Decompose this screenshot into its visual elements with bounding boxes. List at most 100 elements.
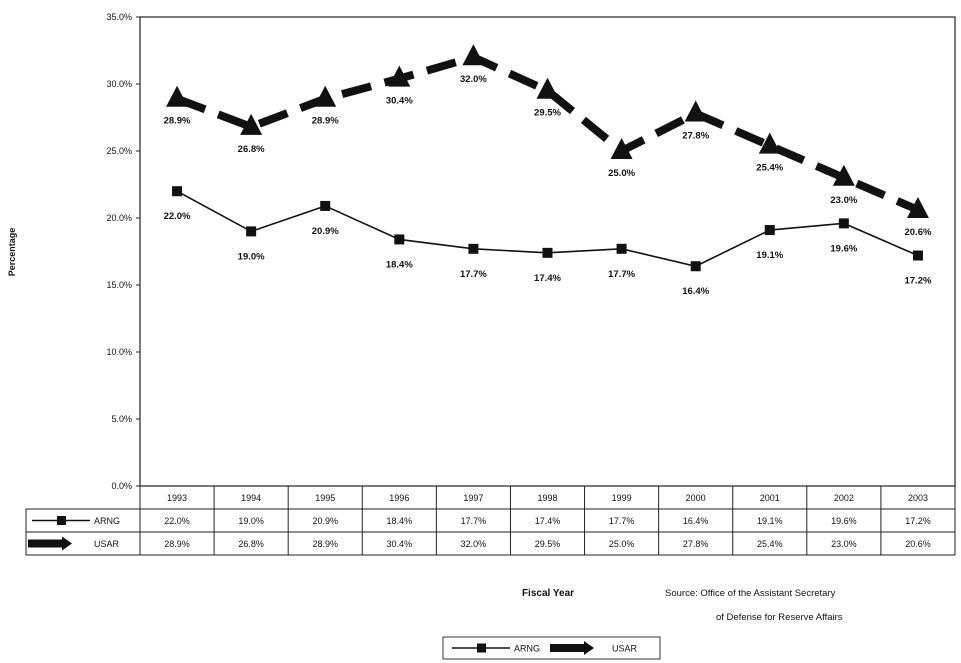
arng-data-label: 16.4% [682,286,709,297]
x-tick-label: 2003 [908,493,928,503]
usar-point [536,77,559,99]
arng-point [764,225,775,236]
table-cell-arng: 19.1% [757,516,783,526]
arng-data-label: 19.6% [830,243,857,254]
usar-data-label: 32.0% [460,74,487,85]
arng-data-label: 18.4% [386,259,413,270]
table-cell-arng: 17.7% [609,516,635,526]
x-tick-label: 2001 [760,493,780,503]
arng-data-label: 17.7% [460,269,487,280]
x-tick-label: 1995 [315,493,335,503]
usar-point [906,196,929,218]
y-tick-label: 20.0% [106,213,132,223]
usar-data-label: 27.8% [682,130,709,141]
legend-usar-marker [584,641,594,655]
y-tick-label: 10.0% [106,347,132,357]
x-tick-label: 1997 [463,493,483,503]
table-cell-arng: 17.2% [905,516,931,526]
usar-data-label: 26.8% [238,144,265,155]
y-tick-label: 15.0% [106,280,132,290]
usar-point [166,85,189,107]
usar-data-label: 28.9% [164,116,191,127]
table-key-usar-line [28,539,64,548]
arng-point [616,243,627,254]
usar-series: 28.9% 26.8% 28.9% 30.4% 32.0% 29.5% 25.0% 27.8%… [164,44,932,238]
x-tick-label: 1998 [537,493,557,503]
x-tick-label: 2000 [686,493,706,503]
table-cell-arng: 19.6% [831,516,857,526]
y-axis-ticks: 0.0% 5.0% 10.0% 15.0% 20.0% 25.0% 30.0% 35.0% [106,12,140,491]
arng-point [838,218,849,229]
table-cell-usar: 28.9% [164,539,190,549]
table-cell-usar: 26.8% [238,539,264,549]
legend-usar-label: USAR [612,644,638,654]
usar-point [684,100,707,122]
table-key-arng-marker [57,516,66,525]
source-line-2: of Defense for Reserve Affairs [716,612,843,623]
usar-data-label: 29.5% [534,108,561,119]
usar-data-label: 28.9% [312,116,339,127]
table-cell-usar: 25.0% [609,539,635,549]
arng-data-label: 17.2% [904,276,931,287]
table-row-label-arng: ARNG [94,516,120,526]
legend: ARNG USAR [442,636,661,660]
arng-series: 22.0% 19.0% 20.9% 18.4% 17.7% 17.4% 17.7% 16.4%… [164,186,932,297]
usar-data-label: 20.6% [904,227,931,238]
usar-point [832,164,855,186]
x-tick-label: 1996 [389,493,409,503]
y-tick-label: 5.0% [111,414,132,424]
arng-point [246,226,257,237]
arng-point [172,186,183,197]
arng-point [690,261,701,272]
table-cell-usar: 32.0% [461,539,487,549]
usar-data-label: 23.0% [830,195,857,206]
x-axis-label: Fiscal Year [522,588,574,599]
usar-line [175,52,920,214]
table-row-label-usar: USAR [94,539,120,549]
y-tick-label: 35.0% [106,12,132,22]
table-cell-usar: 25.4% [757,539,783,549]
source-line-1: Source: Office of the Assistant Secretar… [665,588,836,599]
arng-point [912,250,923,261]
table-cell-arng: 22.0% [164,516,190,526]
arng-data-label: 20.9% [312,226,339,237]
y-tick-label: 25.0% [106,146,132,156]
table-cell-usar: 29.5% [535,539,561,549]
usar-point [610,138,633,159]
table-cell-arng: 18.4% [387,516,413,526]
usar-data-label: 25.0% [608,168,635,179]
arng-data-label: 19.0% [238,251,265,262]
table-cell-usar: 30.4% [387,539,413,549]
x-tick-label: 1999 [612,493,632,503]
arng-point [320,200,331,211]
arng-data-label: 17.7% [608,269,635,280]
usar-data-label: 30.4% [386,96,413,107]
table-cell-arng: 17.4% [535,516,561,526]
table-cell-usar: 20.6% [905,539,931,549]
table-cell-arng: 17.7% [461,516,487,526]
table-cell-usar: 23.0% [831,539,857,549]
arng-point [468,243,479,254]
table-cell-usar: 27.8% [683,539,709,549]
usar-point [388,65,411,87]
usar-point [758,132,781,154]
legend-item-usar: USAR [550,641,638,655]
usar-point [462,44,485,66]
arng-point [394,234,405,245]
legend-usar-line [550,644,586,652]
data-table: 1993 22.0% 28.9% 1994 19.0% 26.8% 1995 20.9% 28.… [25,485,956,556]
arng-data-label: 22.0% [164,211,191,222]
y-tick-label: 0.0% [111,481,132,491]
arng-data-label: 17.4% [534,273,561,284]
x-tick-label: 2002 [834,493,854,503]
y-axis-label: Percentage [7,228,17,277]
legend-item-arng: ARNG [452,643,540,654]
usar-point [314,85,337,107]
table-cell-arng: 20.9% [312,516,338,526]
y-tick-label: 30.0% [106,79,132,89]
legend-arng-label: ARNG [514,644,540,654]
usar-data-label: 25.4% [756,163,783,174]
legend-arng-marker [477,643,486,653]
usar-point [240,113,263,135]
